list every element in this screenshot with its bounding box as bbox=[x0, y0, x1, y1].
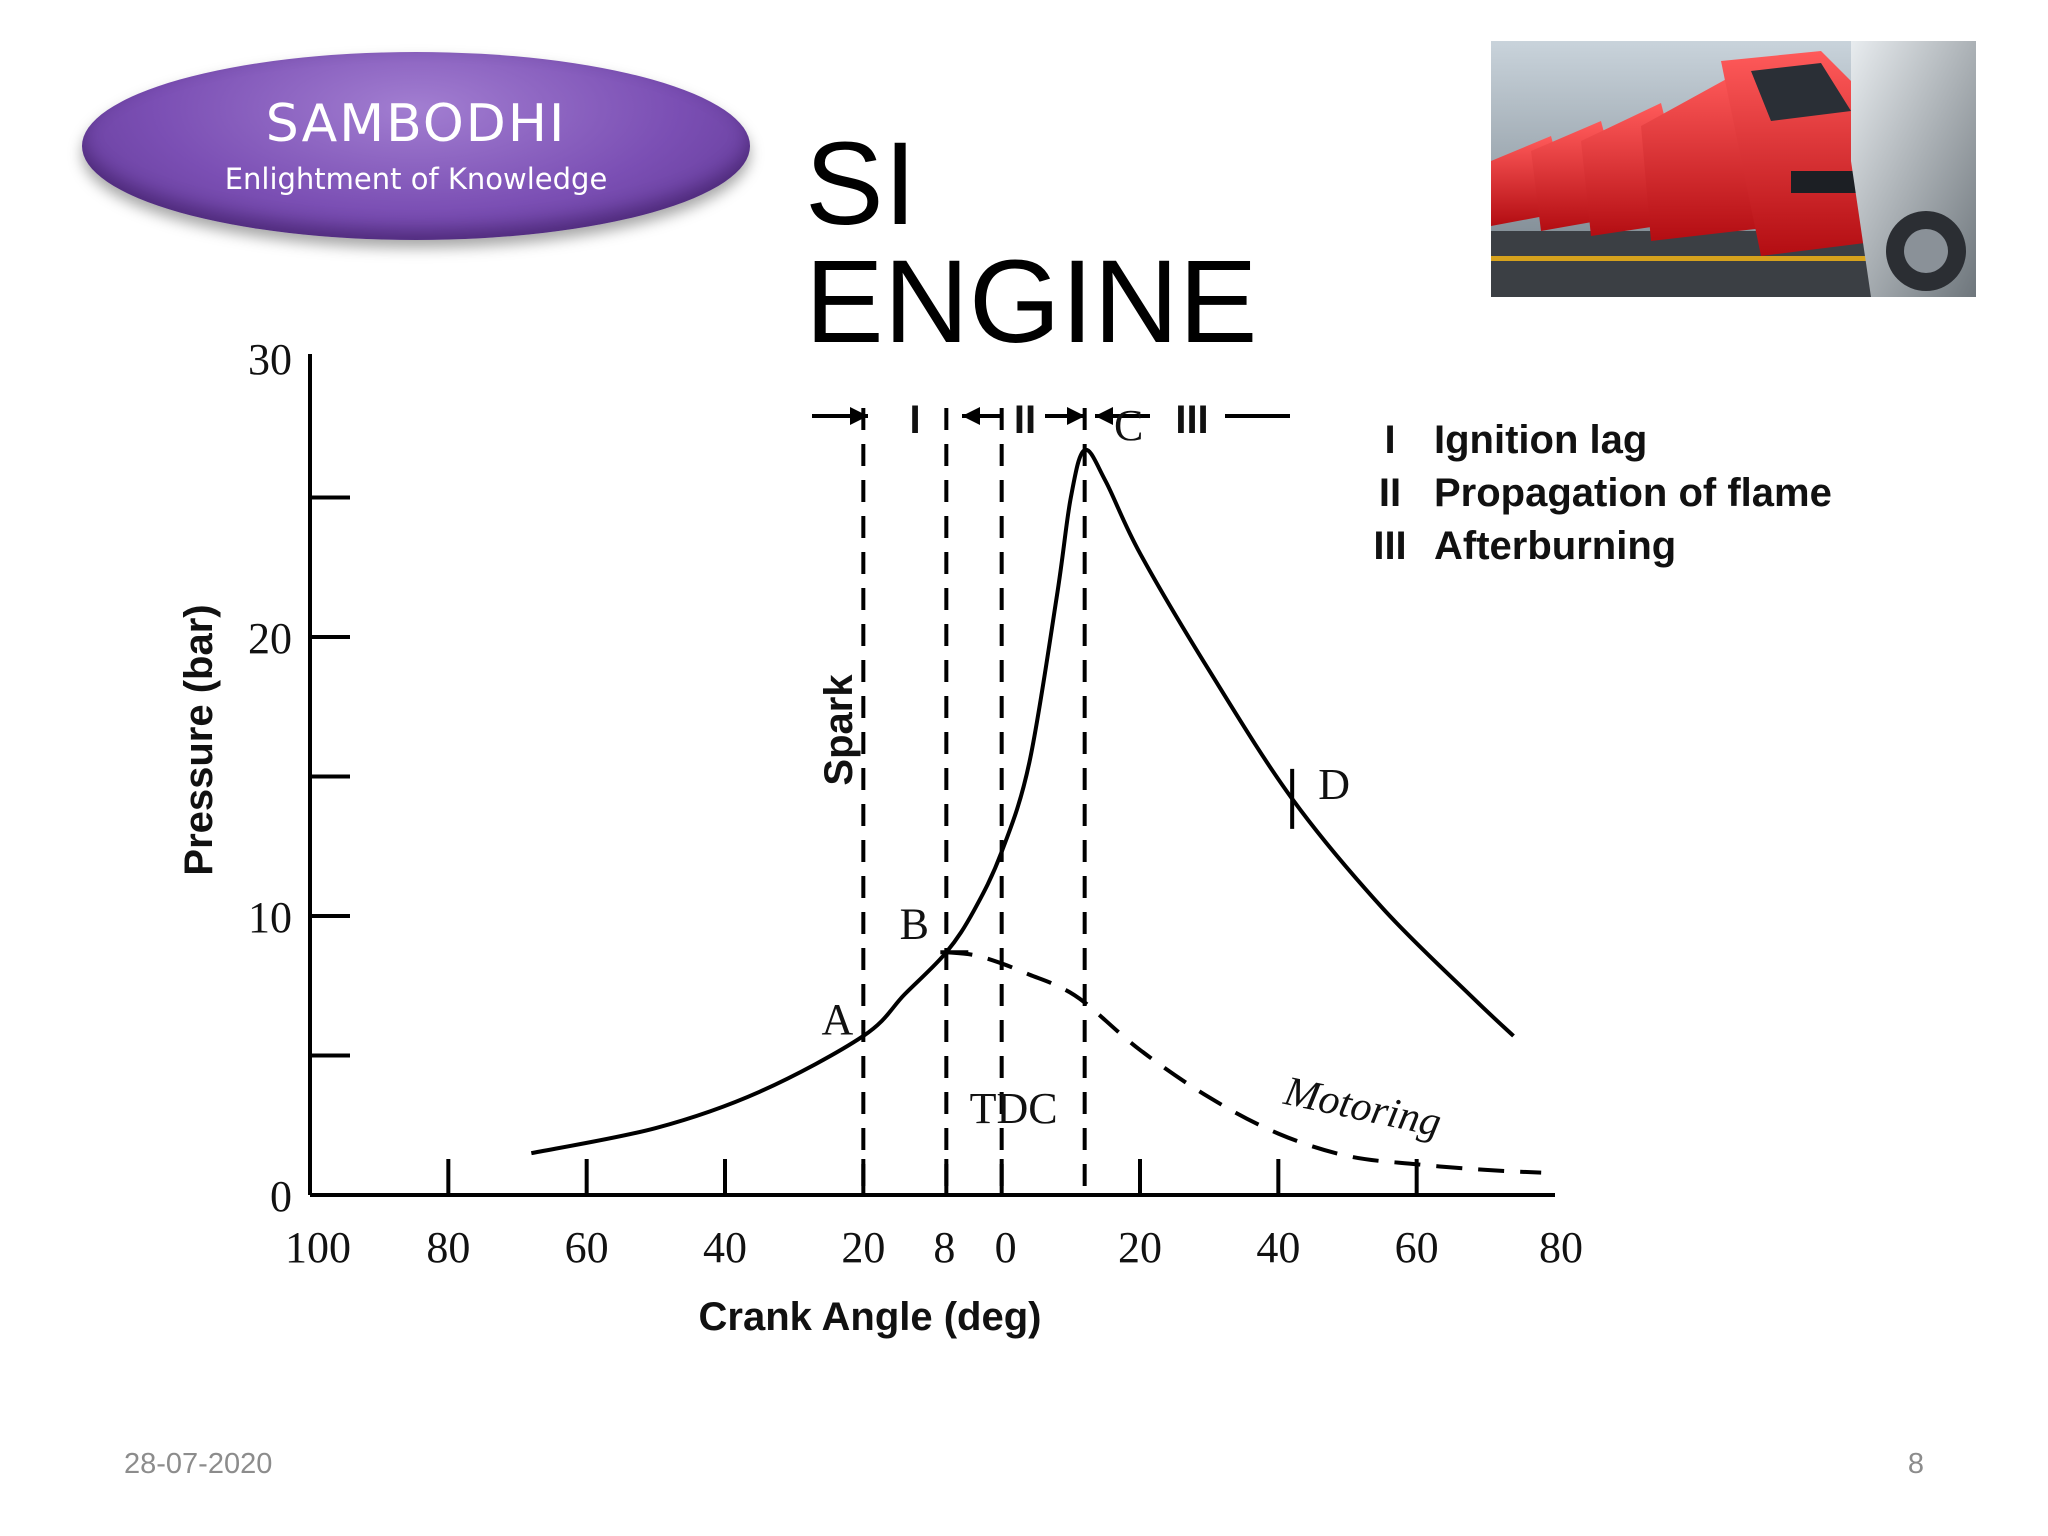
spark-label: Spark bbox=[817, 674, 861, 786]
point-label-c: C bbox=[1114, 401, 1143, 450]
logo-name: SAMBODHI bbox=[265, 94, 567, 154]
x-tick-label: 20 bbox=[841, 1223, 885, 1272]
x-tick-label: 60 bbox=[1395, 1223, 1439, 1272]
legend-key: II bbox=[1379, 471, 1401, 515]
series bbox=[530, 447, 1542, 1175]
phase-label: I bbox=[909, 398, 920, 442]
sambodhi-logo: SAMBODHI Enlightment of Knowledge bbox=[82, 52, 750, 240]
legend-key: III bbox=[1373, 524, 1406, 568]
y-tick-label: 10 bbox=[248, 893, 292, 942]
legend-text: Ignition lag bbox=[1434, 418, 1647, 462]
y-tick-label: 30 bbox=[248, 335, 292, 384]
cars-photo bbox=[1491, 41, 1976, 297]
pressure-curve bbox=[530, 447, 1515, 1156]
logo-tagline: Enlightment of Knowledge bbox=[224, 162, 608, 196]
phase-arrowhead bbox=[1095, 407, 1113, 425]
phase-label: III bbox=[1175, 398, 1208, 442]
legend-text: Afterburning bbox=[1434, 524, 1676, 568]
x-tick-label: 40 bbox=[1256, 1223, 1300, 1272]
point-label-b: B bbox=[900, 899, 929, 948]
y-tick-label: 0 bbox=[270, 1172, 292, 1221]
footer-date: 28-07-2020 bbox=[124, 1448, 273, 1480]
x-tick-label: 40 bbox=[703, 1223, 747, 1272]
event-lines bbox=[812, 407, 1290, 1195]
page-number: 8 bbox=[1907, 1448, 1924, 1480]
phase-arrowhead bbox=[1067, 407, 1085, 425]
x-axis-title: Crank Angle (deg) bbox=[699, 1295, 1042, 1339]
x-tick-label: 0 bbox=[995, 1223, 1017, 1272]
phase-arrowhead bbox=[962, 407, 980, 425]
phase-arrowhead bbox=[850, 407, 868, 425]
x-tick-label: 100 bbox=[285, 1223, 351, 1272]
x-tick-label: 20 bbox=[1118, 1223, 1162, 1272]
y-tick-label: 20 bbox=[248, 614, 292, 663]
y-axis-title: Pressure (bar) bbox=[177, 604, 221, 875]
slide-title: SI ENGINE bbox=[805, 118, 1258, 368]
x-tick-label: 80 bbox=[1539, 1223, 1583, 1272]
point-label-d: D bbox=[1318, 760, 1350, 809]
x-tick-label: 80 bbox=[426, 1223, 470, 1272]
point-label-a: A bbox=[821, 995, 853, 1044]
x-tick-label: 8 bbox=[933, 1223, 955, 1272]
legend-text: Propagation of flame bbox=[1434, 471, 1832, 515]
phase-label: II bbox=[1014, 398, 1036, 442]
legend-key: I bbox=[1384, 418, 1395, 462]
motoring-curve bbox=[946, 950, 1542, 1175]
tdc-label: TDC bbox=[970, 1084, 1058, 1133]
motoring-label: Motoring bbox=[1279, 1068, 1445, 1146]
x-tick-label: 60 bbox=[565, 1223, 609, 1272]
